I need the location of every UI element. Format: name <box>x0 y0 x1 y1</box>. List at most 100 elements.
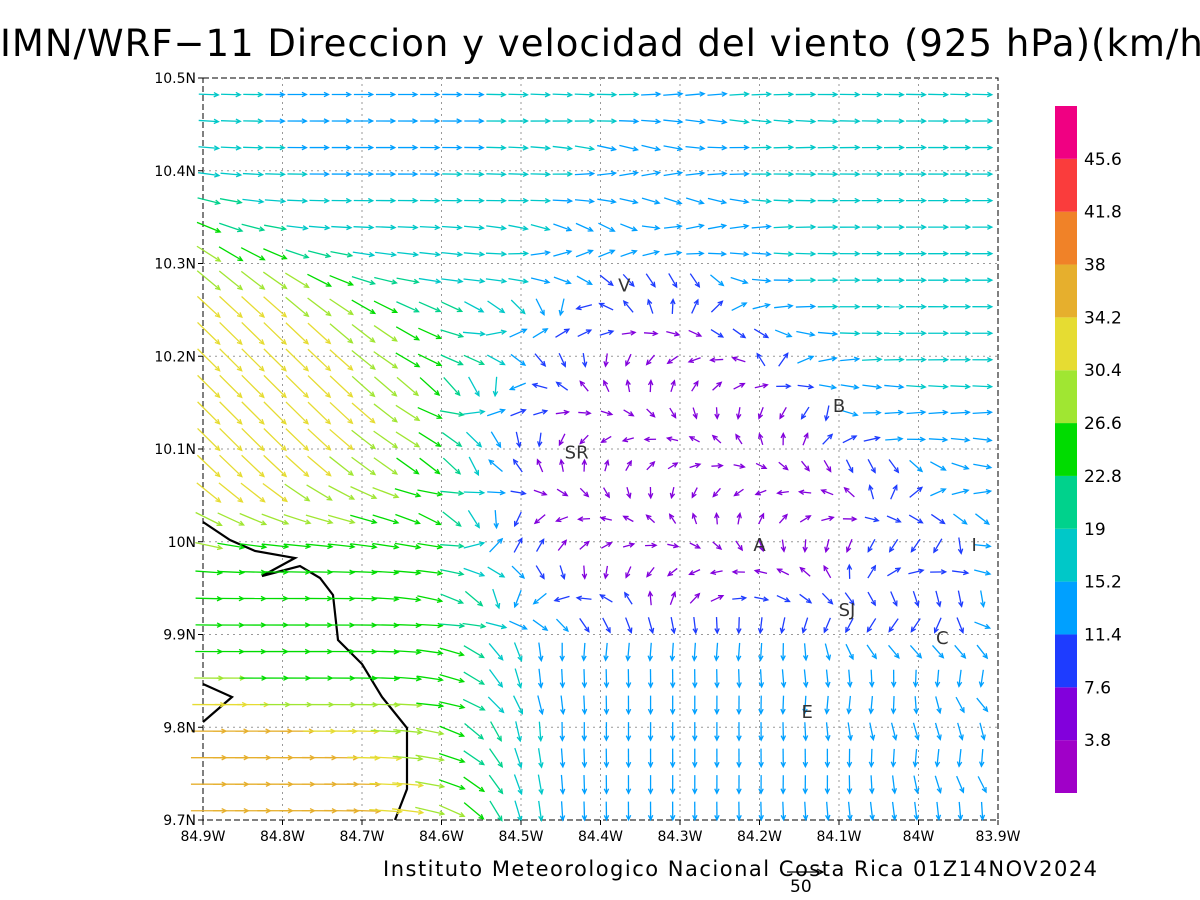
wind-vector <box>307 348 332 372</box>
wind-vector <box>419 251 442 258</box>
wind-vector <box>195 595 224 602</box>
wind-vector <box>439 647 465 657</box>
wind-vector <box>641 224 661 231</box>
x-tick-label: 84.2W <box>737 829 782 845</box>
wind-vector <box>581 695 588 716</box>
wind-vector <box>780 643 786 662</box>
wind-vector <box>261 675 290 681</box>
wind-vector <box>802 695 808 715</box>
wind-vector <box>802 801 809 822</box>
wind-vector <box>864 516 880 523</box>
colorbar-segment <box>1055 581 1077 635</box>
wind-vector <box>883 277 905 283</box>
wind-vector <box>691 642 698 662</box>
wind-vector <box>817 224 839 230</box>
wind-vector <box>486 171 507 177</box>
wind-vector <box>603 379 610 393</box>
wind-vector <box>861 330 883 337</box>
colorbar-label: 30.4 <box>1084 361 1122 381</box>
colorbar-segment <box>1055 106 1077 159</box>
wind-vector <box>839 224 861 230</box>
wind-vector <box>195 511 223 527</box>
wind-vector <box>868 695 874 715</box>
wind-vector <box>780 695 786 716</box>
wind-vector <box>778 513 788 524</box>
wind-vector <box>934 722 942 741</box>
wind-vector <box>538 800 544 822</box>
wind-vector <box>309 171 331 177</box>
wind-vector <box>558 352 566 368</box>
wind-vector <box>375 224 397 231</box>
wind-vector <box>198 172 221 178</box>
wind-vector <box>647 486 654 500</box>
wind-vector <box>284 675 312 681</box>
wind-vector <box>753 568 768 575</box>
wind-vector <box>714 801 720 822</box>
wind-vector <box>641 144 662 152</box>
wind-vector <box>394 596 422 603</box>
wind-vector <box>906 303 928 310</box>
wind-vector <box>221 91 242 98</box>
wind-vector <box>773 251 795 257</box>
wind-vector <box>395 404 421 422</box>
wind-vector <box>464 301 485 313</box>
wind-vector <box>710 594 725 602</box>
wind-vector <box>395 431 421 448</box>
wind-vector <box>220 145 242 151</box>
wind-vector <box>416 702 445 709</box>
wind-vector <box>824 775 831 795</box>
wind-vector <box>795 171 817 177</box>
wind-vector <box>751 223 772 230</box>
wind-vector <box>353 144 375 151</box>
wind-vector <box>393 729 424 735</box>
wind-vector <box>512 458 523 473</box>
reference-vector-label: 50 <box>790 877 812 897</box>
wind-vector <box>668 513 677 524</box>
wind-vector <box>552 145 574 151</box>
wind-vector <box>751 91 773 98</box>
wind-vector <box>891 801 898 822</box>
wind-vector <box>579 540 590 550</box>
wind-vector <box>464 171 485 177</box>
wind-vector <box>440 490 465 496</box>
wind-vector <box>240 247 266 261</box>
wind-vector <box>928 250 950 257</box>
wind-vector <box>729 144 750 151</box>
wind-vector <box>350 596 378 602</box>
wind-vector <box>509 328 528 338</box>
wind-vector <box>464 144 485 151</box>
wind-vector <box>440 568 465 577</box>
wind-vector <box>758 775 764 795</box>
wind-vector <box>754 383 769 389</box>
wind-vector <box>934 775 942 795</box>
wind-vector <box>196 270 222 291</box>
wind-vector <box>538 642 544 663</box>
wind-vector <box>464 197 485 204</box>
wind-vector <box>691 487 698 499</box>
reference-vector-arrow <box>787 868 825 876</box>
wind-vector <box>602 617 611 634</box>
wind-vector <box>710 300 724 313</box>
wind-vector <box>196 454 221 478</box>
wind-vector <box>756 352 766 367</box>
wind-vector <box>265 91 286 98</box>
wind-vector <box>934 748 941 768</box>
wind-vector <box>688 329 703 337</box>
wind-vector <box>714 407 720 420</box>
wind-vector <box>799 593 813 604</box>
wind-vector <box>797 355 815 364</box>
wind-vector <box>751 251 772 257</box>
wind-vector <box>418 512 442 526</box>
wind-vector <box>890 484 898 500</box>
wind-vector <box>331 171 353 177</box>
wind-vector <box>883 330 905 337</box>
wind-vector <box>908 568 925 575</box>
wind-vector <box>886 515 902 523</box>
wind-vector <box>912 748 919 768</box>
wind-vector <box>443 377 461 397</box>
wind-vector <box>515 721 522 743</box>
wind-vector <box>441 301 464 313</box>
wind-vector <box>972 250 994 257</box>
wind-vector <box>239 543 268 550</box>
wind-vector <box>795 197 817 204</box>
